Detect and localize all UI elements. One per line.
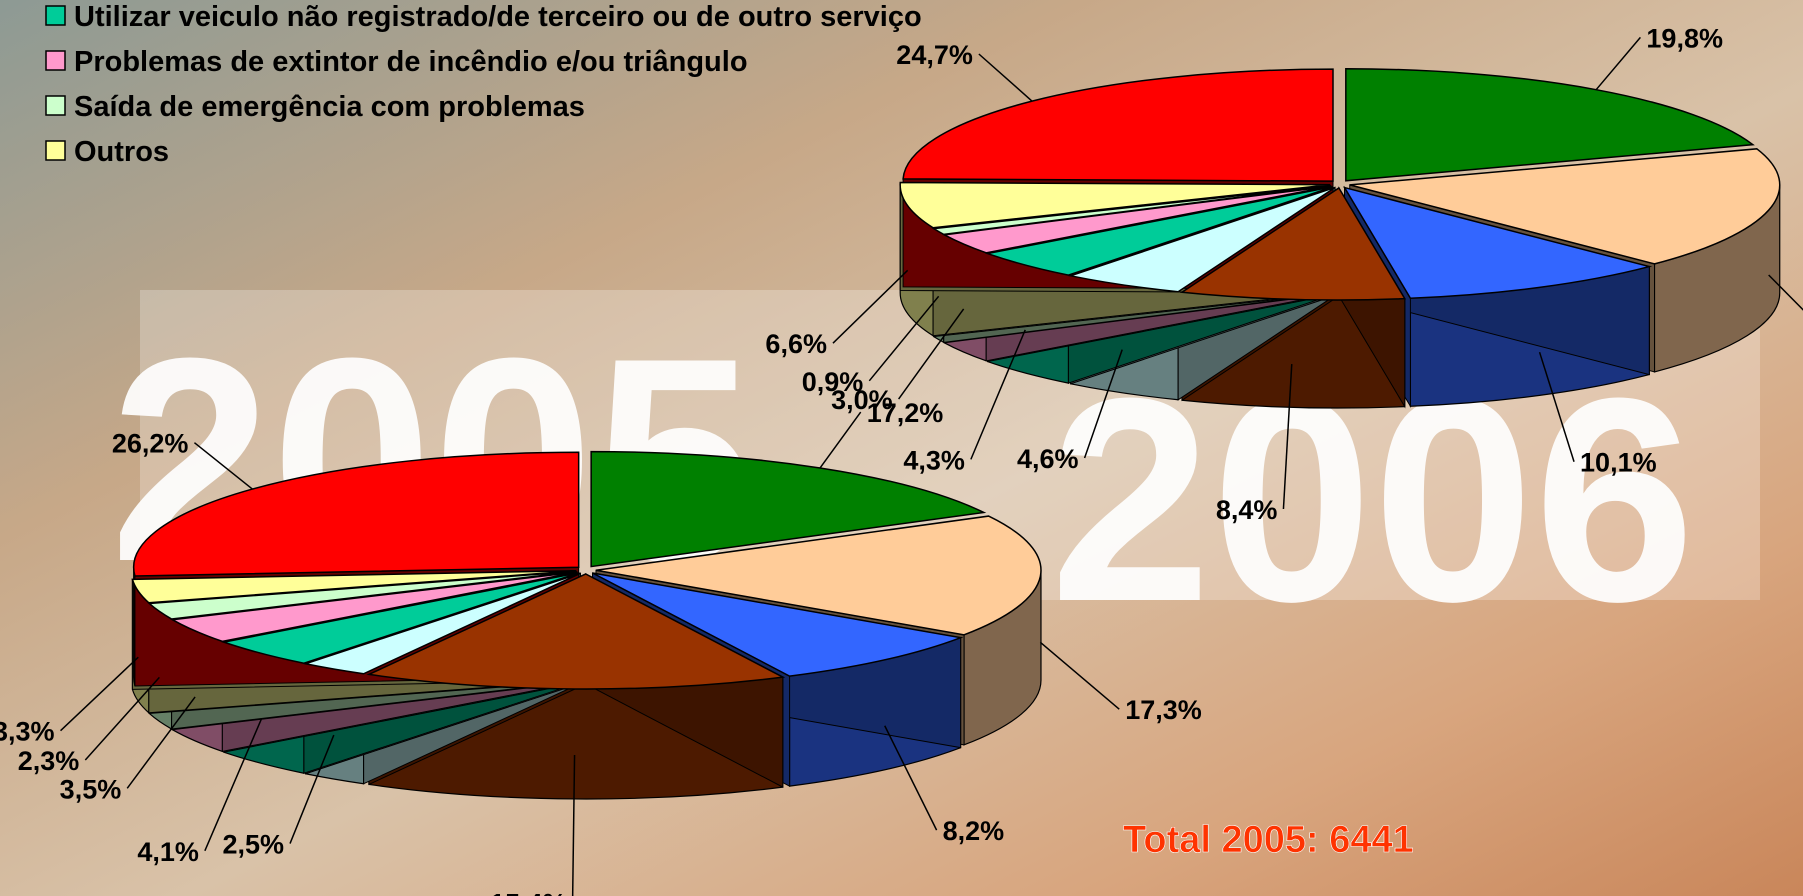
data-label: 3,5% (60, 774, 122, 804)
leader-line (1768, 274, 1803, 311)
legend-swatch (45, 95, 66, 116)
legend-swatch (45, 50, 66, 71)
legend-label: Saída de emergência com problemas (74, 91, 585, 123)
data-label: 8,2% (943, 816, 1005, 846)
slice (1179, 186, 1407, 301)
leader-line (60, 656, 139, 732)
pie-tops (131, 450, 1042, 690)
slice (592, 572, 964, 677)
leader-line (819, 411, 862, 469)
data-label: 24,7% (896, 40, 973, 70)
slice (984, 186, 1334, 276)
data-label: 3,3% (0, 717, 55, 747)
legend-label: Problemas de extintor de incêndio e/ou t… (74, 46, 748, 78)
legend-swatch (45, 140, 66, 161)
leader-line (832, 269, 909, 344)
legend-swatch (45, 5, 66, 26)
leader-line (1039, 641, 1120, 710)
slice (899, 181, 1331, 229)
pies: 19,8%17,7%10,1%8,4%4,6%4,3%3,0%0,9%6,6%2… (0, 23, 1803, 896)
data-label: 19,8% (1646, 23, 1723, 53)
slice (1349, 148, 1781, 265)
data-label: 2,3% (18, 746, 80, 776)
leader-line (1083, 349, 1123, 459)
slice (590, 450, 987, 568)
leader-line (898, 308, 965, 400)
leader-line (884, 725, 938, 831)
slice (170, 571, 578, 643)
leader-line (1282, 364, 1293, 510)
leader-line (868, 295, 940, 382)
data-label: 3,0% (831, 385, 893, 415)
leader-line (84, 676, 160, 761)
leader-line (193, 442, 253, 490)
leader-line (1595, 36, 1641, 91)
data-label: 17,3% (1125, 695, 1202, 725)
data-label: 4,6% (1017, 444, 1079, 474)
pie-labels: 17,2% 17,3% 8,2% 15,4% 2,5% 4,1% 3,5%2,3%3,3% 2… (0, 398, 1202, 896)
data-label: 26,2% (112, 429, 189, 459)
data-label: 4,1% (137, 837, 199, 867)
data-label: 8,4% (1216, 495, 1278, 525)
slice (302, 572, 581, 675)
leader-line (204, 719, 262, 852)
legend-label: Outros (74, 136, 169, 168)
slice (902, 68, 1334, 182)
slice (366, 573, 786, 690)
legend-label: Utilizar veiculo não registrado/de terce… (74, 1, 922, 33)
data-label: 15,4% (490, 888, 567, 896)
total-annotation: Total 2005: 6441 (1123, 819, 1414, 861)
slice (1067, 186, 1336, 293)
slice (220, 572, 580, 664)
data-label: 2,5% (222, 830, 284, 860)
leader-line (1538, 351, 1575, 462)
slice (131, 569, 577, 604)
pie-tops (899, 67, 1781, 301)
slice (595, 515, 1042, 636)
data-label: 4,3% (903, 445, 965, 475)
data-label: 0,9% (802, 367, 864, 397)
data-label: 6,6% (765, 329, 827, 359)
slice (1345, 67, 1755, 182)
data-label: 17,2% (867, 398, 944, 428)
legend: Utilizar veiculo não registrado/de terce… (45, 1, 922, 168)
pie-labels: 19,8%17,7%10,1%8,4%4,6%4,3%3,0%0,9%6,6%2… (765, 23, 1803, 525)
slice (1342, 186, 1653, 300)
leader-line (289, 734, 335, 844)
leader-line (126, 696, 196, 789)
slice (931, 184, 1331, 236)
data-label: 10,1% (1580, 448, 1657, 478)
leader-line (978, 53, 1033, 102)
leader-line (970, 329, 1026, 460)
leader-line (571, 754, 576, 896)
